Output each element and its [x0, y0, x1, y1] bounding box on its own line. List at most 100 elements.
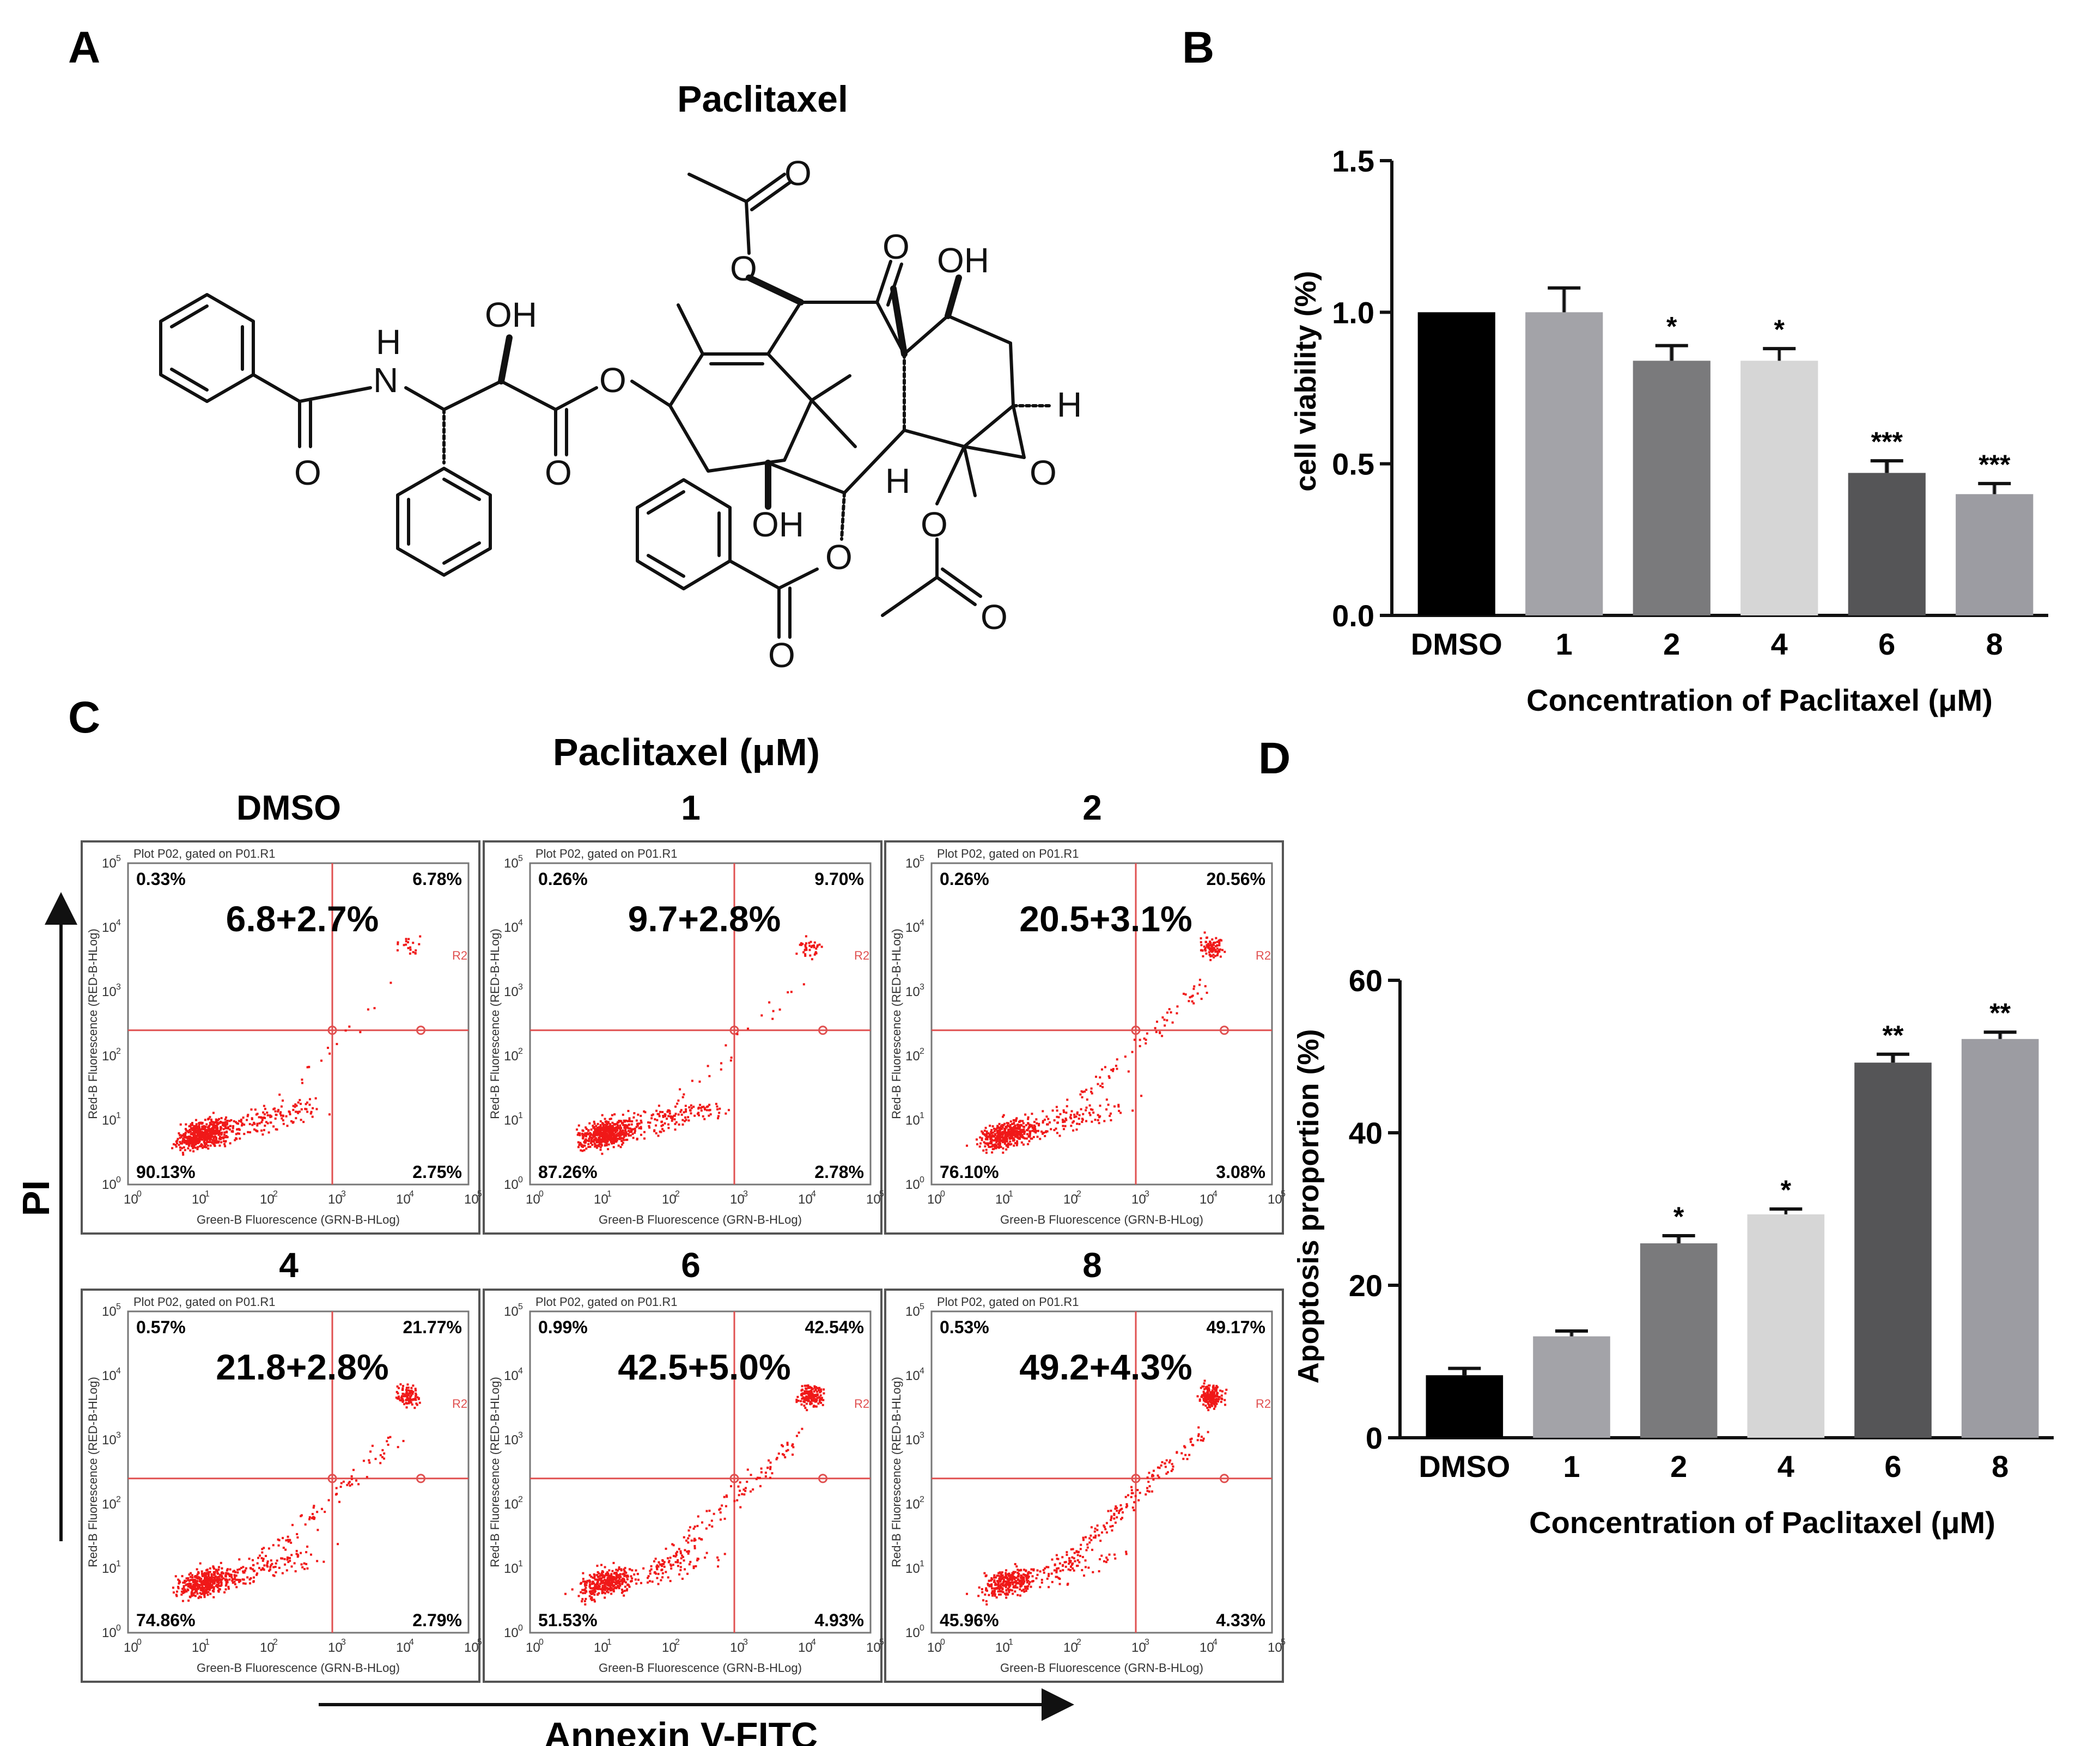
- chart-b-bar: [1848, 473, 1926, 615]
- flow-event: [1215, 1384, 1218, 1387]
- flow-event: [287, 1535, 289, 1538]
- flow-event: [1025, 1137, 1028, 1140]
- flow-event: [1015, 1582, 1018, 1585]
- flow-event: [813, 1386, 816, 1389]
- flow-event: [1027, 1571, 1030, 1573]
- flow-event: [201, 1580, 204, 1583]
- flow-event: [1163, 1018, 1166, 1021]
- flow-event: [1164, 1462, 1166, 1465]
- flow-event: [224, 1145, 227, 1147]
- flow-event: [220, 1138, 222, 1140]
- flow-event: [1091, 1092, 1093, 1095]
- flow-event: [615, 1140, 618, 1143]
- flow-event: [1031, 1126, 1034, 1129]
- chart-b-category-label: DMSO: [1411, 627, 1502, 661]
- flow-event: [1050, 1128, 1052, 1131]
- flow-event: [1042, 1120, 1044, 1122]
- flow-event: [191, 1122, 193, 1125]
- flow-event: [387, 1437, 389, 1439]
- flow-event: [1212, 1387, 1214, 1389]
- flow-event: [996, 1139, 999, 1142]
- panel-label-b: B: [1182, 23, 1214, 72]
- flow-plot-frame: [884, 840, 1284, 1235]
- flow-event: [226, 1122, 229, 1125]
- flow-plot-ytick-base: 10: [504, 1497, 519, 1512]
- flow-event: [634, 1127, 636, 1130]
- flow-event: [195, 1126, 198, 1128]
- flow-event: [1068, 1562, 1070, 1565]
- flow-event: [1023, 1580, 1026, 1583]
- flow-event: [1098, 1116, 1100, 1119]
- flow-event: [1209, 959, 1212, 961]
- flow-event: [997, 1143, 1000, 1145]
- flow-event: [1192, 1002, 1195, 1005]
- flow-event: [994, 1584, 997, 1586]
- flow-event: [1064, 1118, 1067, 1120]
- flow-plot-xtick-base: 10: [396, 1640, 411, 1655]
- flow-event: [238, 1568, 241, 1571]
- flow-event: [610, 1579, 612, 1582]
- flow-event: [418, 1401, 421, 1404]
- flow-event: [619, 1584, 622, 1587]
- flow-event: [1125, 1506, 1128, 1509]
- flow-event: [306, 1101, 309, 1104]
- flow-plot-ytick-exp: 3: [116, 982, 121, 992]
- flow-event: [1015, 1144, 1018, 1146]
- flow-event: [599, 1125, 602, 1127]
- flow-event: [1184, 993, 1187, 996]
- flow-event: [1089, 1108, 1092, 1110]
- flow-event: [1025, 1578, 1028, 1580]
- flow-event: [225, 1116, 228, 1119]
- flow-event: [1136, 1488, 1139, 1491]
- flow-event: [580, 1149, 582, 1152]
- atom-o-amide: O: [294, 453, 321, 492]
- flow-plot-xtick-exp: 0: [539, 1638, 544, 1647]
- flow-event: [277, 1110, 279, 1113]
- flow-event: [820, 1401, 823, 1404]
- flow-event: [730, 1057, 733, 1059]
- flow-event: [1026, 1574, 1029, 1577]
- flow-event: [611, 1570, 614, 1572]
- flow-event: [1169, 1459, 1172, 1462]
- flow-event: [188, 1583, 191, 1586]
- flow-event: [285, 1115, 288, 1118]
- flow-event: [1023, 1132, 1026, 1135]
- flow-event: [223, 1143, 226, 1145]
- flow-event: [705, 1552, 708, 1554]
- flow-event: [209, 1116, 211, 1119]
- flow-event: [635, 1582, 638, 1585]
- flow-event: [658, 1561, 660, 1564]
- flow-event: [234, 1571, 237, 1573]
- flow-event: [412, 951, 415, 954]
- flow-event: [587, 1133, 589, 1135]
- flow-event: [171, 1147, 174, 1150]
- flow-event: [605, 1124, 607, 1126]
- flow-event: [1110, 1119, 1112, 1122]
- flow-event: [811, 1393, 814, 1395]
- flow-event: [206, 1130, 209, 1132]
- chart-d-bar: [1640, 1243, 1718, 1438]
- flow-event: [179, 1134, 181, 1137]
- flow-event: [216, 1126, 218, 1128]
- flow-event: [1078, 1123, 1081, 1126]
- flow-event: [389, 981, 392, 984]
- flow-plot-xtick-base: 10: [396, 1192, 411, 1207]
- flow-event: [415, 1394, 417, 1396]
- flow-event: [196, 1580, 199, 1583]
- flow-event: [210, 1575, 213, 1578]
- flow-event: [607, 1588, 610, 1590]
- flow-event: [1073, 1557, 1075, 1560]
- flow-event: [1202, 1403, 1205, 1406]
- flow-event: [669, 1580, 672, 1583]
- flow-event: [1001, 1588, 1004, 1590]
- flow-plot-xtick-base: 10: [798, 1640, 813, 1655]
- flow-event: [625, 1589, 628, 1592]
- flow-event: [595, 1125, 598, 1127]
- flow-event: [215, 1118, 217, 1121]
- flow-event: [736, 1499, 739, 1501]
- atom-oh-lower: OH: [752, 505, 804, 544]
- flow-event: [781, 1444, 783, 1446]
- flow-event: [605, 1579, 607, 1582]
- flow-event: [704, 1556, 707, 1559]
- flow-event: [717, 1117, 720, 1120]
